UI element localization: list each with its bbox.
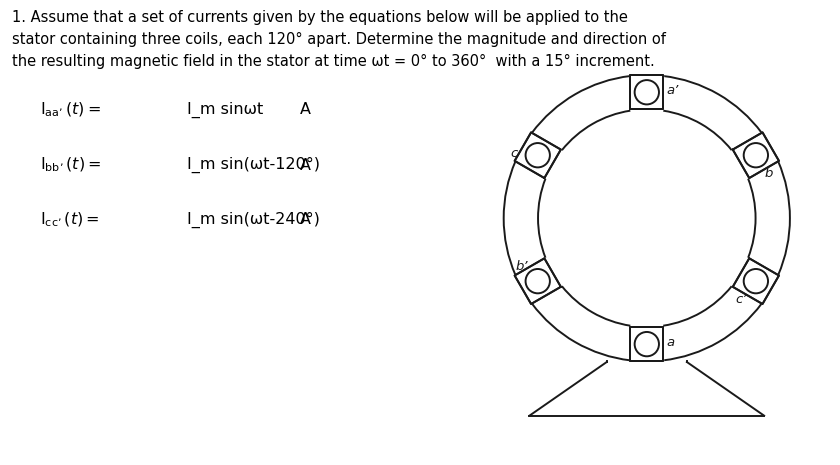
Text: A: A xyxy=(300,213,311,227)
Polygon shape xyxy=(515,259,561,304)
Text: c: c xyxy=(511,147,517,160)
Text: b’: b’ xyxy=(515,260,528,273)
Polygon shape xyxy=(515,133,561,178)
Text: I_m sinωt: I_m sinωt xyxy=(187,102,263,118)
Text: $\mathregular{I_{bb’}}$$\,(t) = $: $\mathregular{I_{bb’}}$$\,(t) = $ xyxy=(40,156,102,174)
Text: I_m sin(ωt-240°): I_m sin(ωt-240°) xyxy=(187,212,320,228)
Text: the resulting magnetic field in the stator at time ωt = 0° to 360°  with a 15° i: the resulting magnetic field in the stat… xyxy=(12,54,654,69)
Polygon shape xyxy=(732,259,779,304)
Text: stator containing three coils, each 120° apart. Determine the magnitude and dire: stator containing three coils, each 120°… xyxy=(12,32,666,47)
Text: 1. Assume that a set of currents given by the equations below will be applied to: 1. Assume that a set of currents given b… xyxy=(12,10,627,25)
Polygon shape xyxy=(732,133,779,178)
Text: b: b xyxy=(764,167,773,180)
Polygon shape xyxy=(630,327,664,361)
Text: a’: a’ xyxy=(667,84,680,97)
Text: $\mathregular{I_{aa’}}$$\,(t) = $: $\mathregular{I_{aa’}}$$\,(t) = $ xyxy=(40,101,101,119)
Polygon shape xyxy=(630,75,664,109)
Text: A: A xyxy=(300,158,311,173)
Text: $\mathregular{I_{cc’}}$$\,(t) = $: $\mathregular{I_{cc’}}$$\,(t) = $ xyxy=(40,211,99,229)
Text: A: A xyxy=(300,102,311,118)
Text: a: a xyxy=(667,336,675,349)
Text: c’: c’ xyxy=(736,293,748,306)
Text: I_m sin(ωt-120°): I_m sin(ωt-120°) xyxy=(187,157,320,173)
